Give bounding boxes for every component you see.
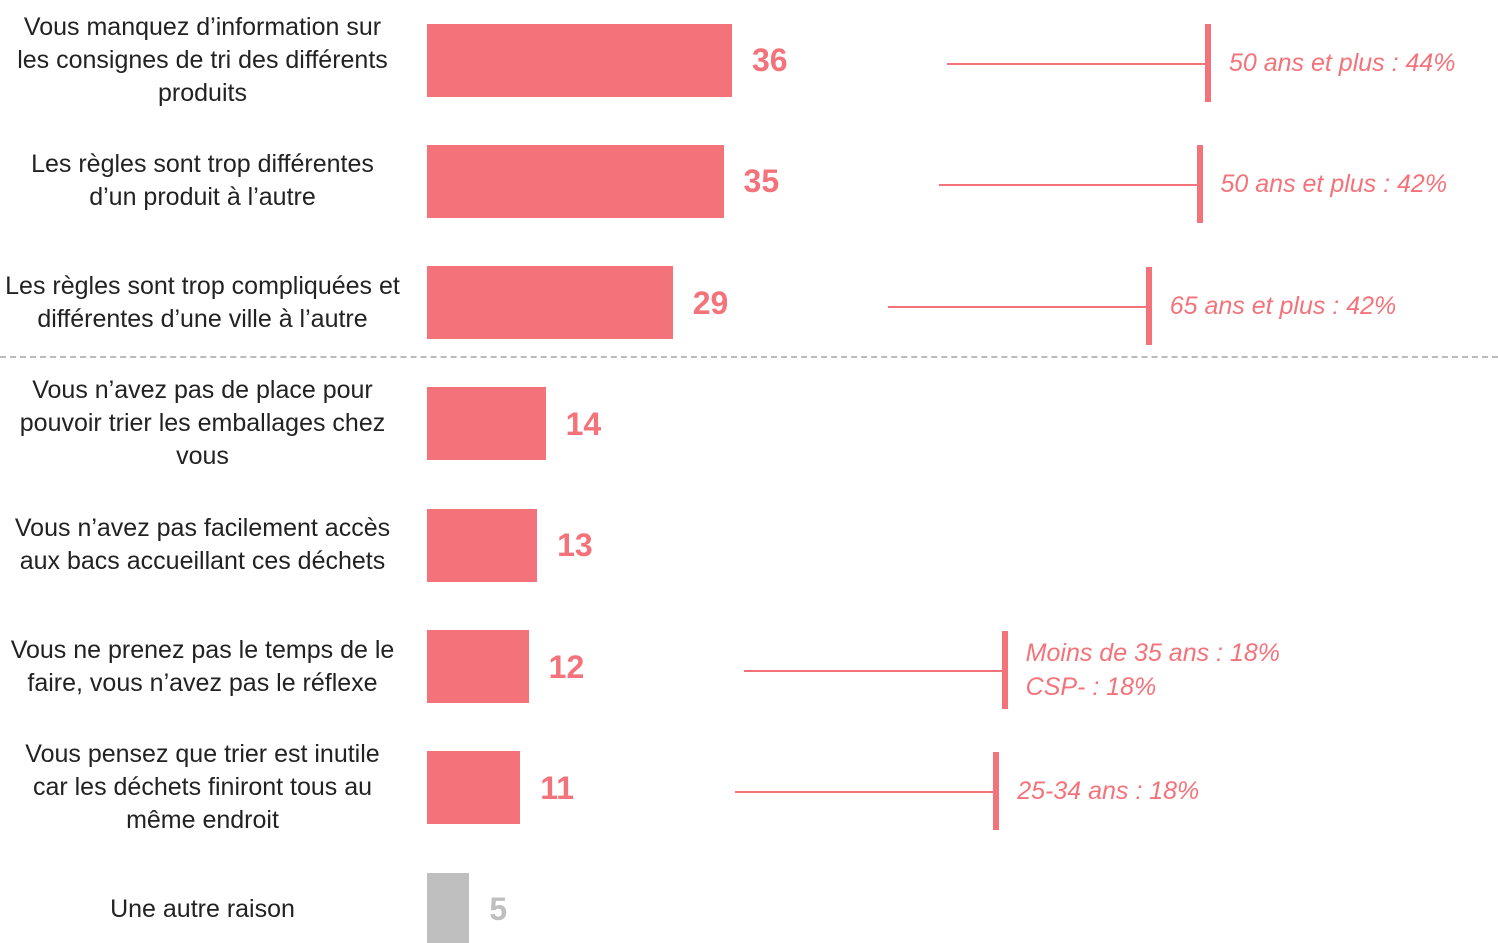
bar xyxy=(427,872,470,943)
category-label: Les règles sont trop compliquées et diff… xyxy=(5,271,400,333)
category-label: Vous pensez que trier est inutile car le… xyxy=(25,740,380,835)
value-label: 5 xyxy=(489,891,508,928)
category-label: Vous n’avez pas de place pour pouvoir tr… xyxy=(19,376,386,471)
annotation-text: CSP- : 18% xyxy=(1025,672,1157,701)
category-label: Les règles sont trop différentes d’un pr… xyxy=(31,150,374,212)
value-label: 29 xyxy=(692,284,729,321)
annotation-line xyxy=(947,63,1205,65)
bar xyxy=(427,751,521,825)
annotation-line xyxy=(735,790,994,793)
annotation-text: 25-34 ans : 18% xyxy=(1017,776,1200,805)
annotation-bar xyxy=(1145,266,1152,345)
bar xyxy=(427,144,724,218)
category-label: Vous n’avez pas facilement accès aux bac… xyxy=(14,514,391,576)
bar xyxy=(427,23,732,97)
bar xyxy=(427,630,529,703)
annotation-line xyxy=(887,305,1146,308)
value-label: 36 xyxy=(752,42,788,78)
value-label: 12 xyxy=(548,648,585,685)
annotation-bar xyxy=(1205,24,1211,102)
annotation-text: 65 ans et plus : 42% xyxy=(1169,291,1397,320)
annotation-text: Moins de 35 ans : 18% xyxy=(1025,638,1280,667)
annotation-text: 50 ans et plus : 42% xyxy=(1220,170,1448,199)
bar xyxy=(427,266,673,340)
bar xyxy=(427,387,546,461)
value-label: 35 xyxy=(743,163,780,200)
annotation-text: 50 ans et plus : 44% xyxy=(1229,49,1456,77)
value-label: 11 xyxy=(540,769,575,806)
annotation-line xyxy=(743,669,1002,672)
category-label: Vous ne prenez pas le temps de le faire,… xyxy=(10,635,395,697)
value-label: 13 xyxy=(557,527,593,564)
annotation-bar xyxy=(1196,145,1203,224)
value-label: 14 xyxy=(565,405,602,442)
separator xyxy=(0,356,1498,358)
category-label: Une autre raison xyxy=(110,894,295,923)
annotation-bar xyxy=(1001,630,1008,709)
bar xyxy=(427,508,538,582)
annotation-bar xyxy=(993,751,1000,830)
category-label: Vous manquez d’information sur les consi… xyxy=(17,12,388,107)
annotation-line xyxy=(938,184,1197,187)
